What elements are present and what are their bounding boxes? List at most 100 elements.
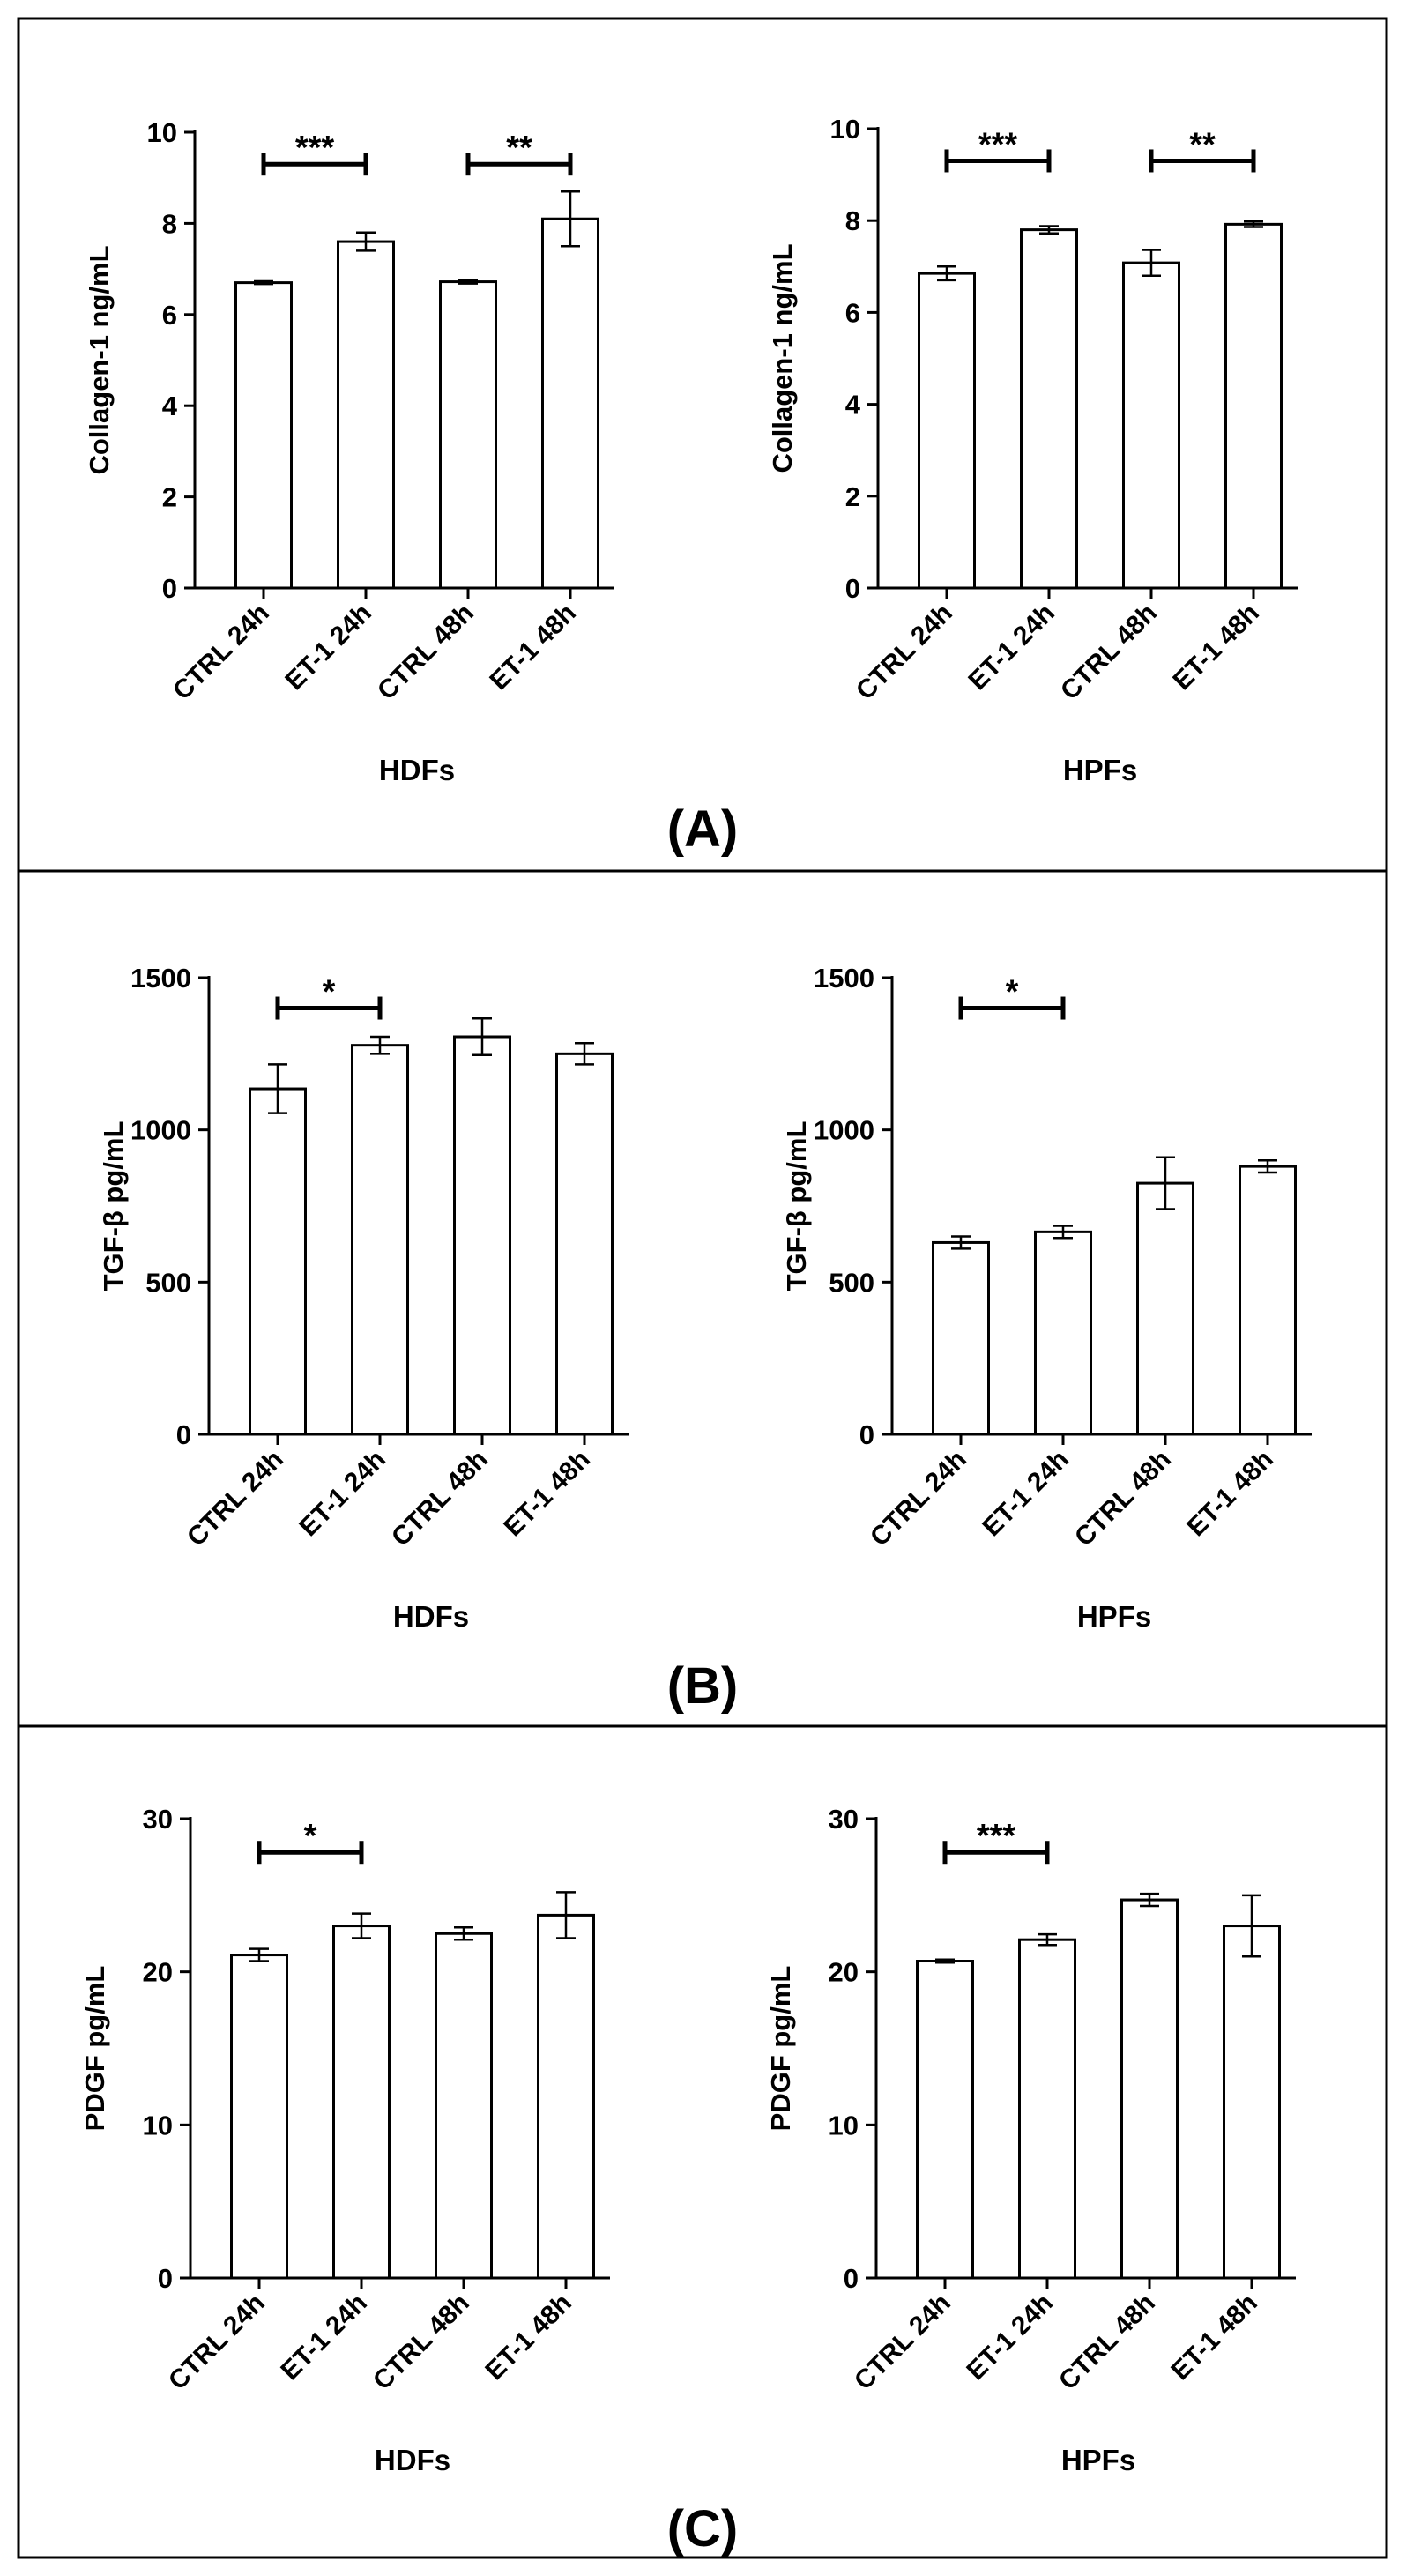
panel-label-a: (A) <box>667 800 739 858</box>
y-tick-label: 10 <box>147 117 177 148</box>
bar <box>234 281 293 590</box>
x-tick-label: CTRL 24h <box>182 1445 289 1552</box>
x-tick-label: ET-1 24h <box>963 599 1060 696</box>
bar <box>1120 1898 1179 2280</box>
x-tick-label: CTRL 48h <box>1069 1445 1177 1552</box>
significance-label: *** <box>978 126 1018 163</box>
x-tick-label: CTRL 24h <box>163 2289 271 2396</box>
x-tick-label: CTRL 48h <box>368 2289 475 2396</box>
y-tick-label: 0 <box>844 2263 859 2294</box>
y-tick-label: 0 <box>859 1419 874 1450</box>
bar <box>1020 228 1078 590</box>
bar <box>1034 1230 1092 1436</box>
bar <box>351 1044 409 1436</box>
y-tick-label: 20 <box>143 1957 173 1988</box>
bar <box>1239 1165 1297 1436</box>
bar <box>1122 261 1180 590</box>
x-axis-label: HDFs <box>379 754 455 786</box>
significance-label: *** <box>295 130 335 167</box>
bar <box>1224 222 1283 590</box>
x-tick-label: ET-1 24h <box>977 1445 1075 1543</box>
x-axis-label: HPFs <box>1061 2444 1135 2476</box>
x-axis-label: HDFs <box>393 1600 469 1633</box>
y-tick-label: 4 <box>845 390 861 421</box>
bar <box>932 1240 990 1436</box>
bar <box>439 280 497 590</box>
x-tick-label: CTRL 24h <box>849 2289 956 2396</box>
y-axis-label: Collagen-1 ng/mL <box>767 243 798 473</box>
bar <box>435 1932 493 2280</box>
bar <box>537 1913 595 2280</box>
y-tick-label: 1500 <box>130 963 191 994</box>
chart-4: 0 500 1000 1500 TGF-β pg/mL CTRL 24h ET-1 24hC… <box>781 963 1312 1633</box>
x-tick-label: CTRL 24h <box>865 1445 972 1552</box>
bar <box>1136 1181 1194 1436</box>
y-axis-label: PDGF pg/mL <box>765 1966 796 2132</box>
x-tick-label: CTRL 48h <box>1053 2289 1161 2396</box>
bar <box>918 272 976 590</box>
y-axis-label: PDGF pg/mL <box>79 1966 110 2132</box>
y-tick-label: 0 <box>158 2263 173 2294</box>
x-axis-label: HPFs <box>1077 1600 1151 1633</box>
y-tick-label: 6 <box>162 300 177 331</box>
bar <box>916 1960 974 2280</box>
bar <box>337 240 395 590</box>
y-axis-label: Collagen-1 ng/mL <box>84 245 115 474</box>
y-tick-label: 0 <box>162 573 177 604</box>
y-tick-label: 1000 <box>130 1115 191 1146</box>
significance-label: ** <box>506 130 532 167</box>
significance-label: * <box>304 1818 317 1855</box>
bar <box>249 1087 307 1436</box>
figure-frame <box>17 17 1388 2559</box>
y-tick-label: 30 <box>829 1804 859 1835</box>
x-tick-label: ET-1 48h <box>480 2289 577 2386</box>
chart-3: 0 500 1000 1500 TGF-β pg/mL CTRL 24h ET-1 24hC… <box>98 963 629 1633</box>
x-tick-label: CTRL 24h <box>167 599 275 706</box>
chart-1: 0 2 4 6 8 10 Collagen-1 ng/mL CTRL 24h ET-1 24hC… <box>84 117 614 786</box>
y-tick-label: 2 <box>845 481 860 512</box>
significance-label: *** <box>977 1818 1016 1855</box>
y-tick-label: 10 <box>143 2110 173 2140</box>
bar <box>332 1925 391 2280</box>
panel-label-c: (C) <box>667 2500 739 2557</box>
panel-label-b: (B) <box>667 1657 739 1715</box>
significance-label: * <box>1006 974 1019 1011</box>
x-tick-label: ET-1 48h <box>498 1445 596 1543</box>
y-tick-label: 500 <box>145 1267 191 1298</box>
y-tick-label: 1500 <box>814 963 874 994</box>
bar <box>230 1954 288 2280</box>
y-tick-label: 0 <box>176 1419 191 1450</box>
bar <box>453 1035 511 1436</box>
chart-2: 0 2 4 6 8 10 Collagen-1 ng/mL CTRL 24h ET-1 24hC… <box>767 114 1298 786</box>
y-tick-label: 30 <box>143 1804 173 1835</box>
x-tick-label: CTRL 24h <box>851 599 958 706</box>
y-tick-label: 8 <box>845 205 860 236</box>
x-tick-label: ET-1 48h <box>484 599 582 696</box>
x-tick-label: ET-1 48h <box>1165 2289 1263 2386</box>
significance-label: * <box>323 974 336 1011</box>
bar <box>555 1052 614 1436</box>
x-axis-label: HDFs <box>375 2444 450 2476</box>
x-tick-label: CTRL 48h <box>1055 599 1163 706</box>
y-tick-label: 4 <box>162 391 178 421</box>
x-tick-label: ET-1 24h <box>279 599 377 696</box>
y-axis-label: TGF-β pg/mL <box>781 1121 812 1292</box>
y-tick-label: 6 <box>845 297 860 328</box>
y-tick-label: 0 <box>845 573 860 604</box>
y-tick-label: 500 <box>829 1267 874 1298</box>
x-tick-label: ET-1 24h <box>294 1445 391 1543</box>
y-tick-label: 8 <box>162 208 177 239</box>
y-tick-label: 10 <box>830 114 860 145</box>
x-tick-label: ET-1 24h <box>961 2289 1059 2386</box>
y-tick-label: 2 <box>162 482 177 513</box>
x-tick-label: ET-1 24h <box>275 2289 373 2386</box>
y-tick-label: 10 <box>829 2110 859 2140</box>
x-tick-label: CTRL 48h <box>386 1445 494 1552</box>
y-axis-label: TGF-β pg/mL <box>98 1121 129 1292</box>
bar <box>1018 1938 1076 2280</box>
bar <box>1223 1925 1281 2280</box>
